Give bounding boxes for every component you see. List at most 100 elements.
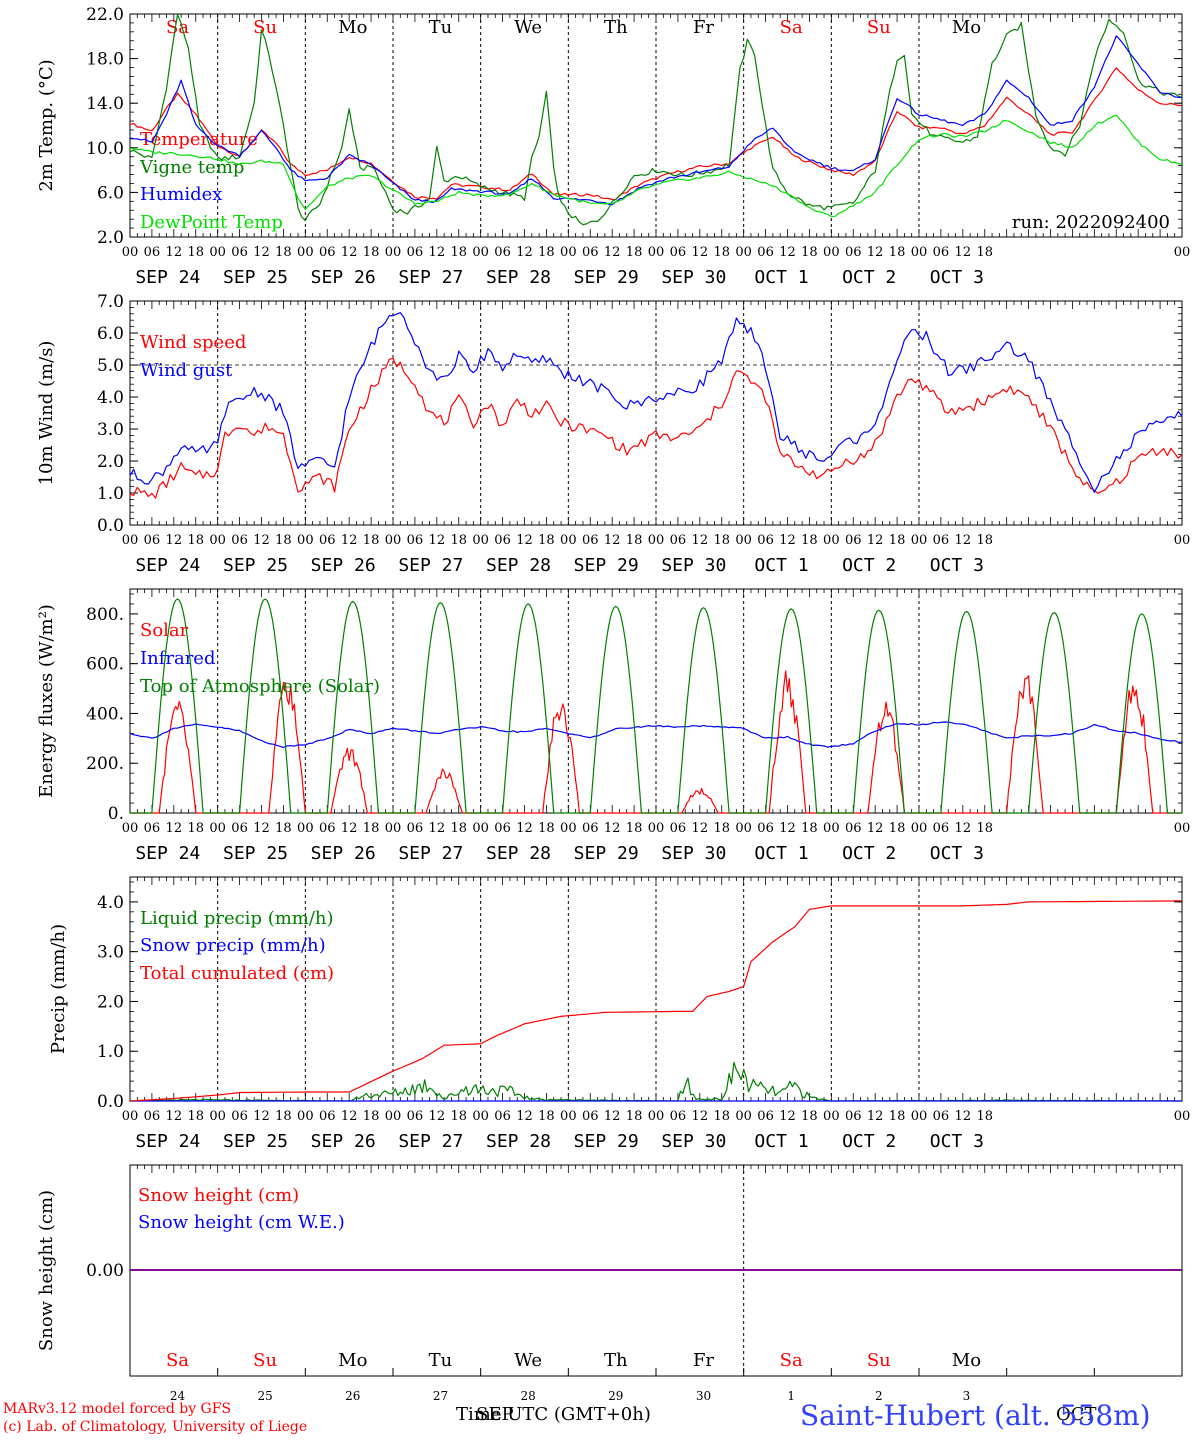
y-tick-label: 2.0 [97,228,124,248]
hour-tick-label: 18 [538,245,555,260]
hour-tick-label: 00 [385,533,402,548]
hour-tick-label: 12 [429,1109,446,1124]
hour-tick-label: 06 [757,533,774,548]
hour-tick-label: 18 [450,533,467,548]
credit-line-1: MARv3.12 model forced by GFS [3,1401,232,1417]
series-line [129,900,1182,1102]
hour-tick-label: 00 [823,1109,840,1124]
panel-1: 2.0 6.0 10.0 14.0 18.0 22.0 2m Temp. (°C) Sa Su M… [36,5,1190,288]
hour-tick-label: 18 [363,533,380,548]
weekday-label: Th [604,17,628,38]
hour-tick-label: 06 [231,1109,248,1124]
hour-tick-label: 06 [582,245,599,260]
hour-tick-label: 12 [253,1109,270,1124]
y-tick-label: 600. [86,655,124,675]
date-label: SEP 24 [135,1131,200,1152]
hour-tick-label: 06 [582,821,599,836]
hour-tick-label: 12 [692,821,709,836]
hour-tick-label: 00 [472,245,489,260]
hour-tick-label: 06 [933,1109,950,1124]
hour-tick-label: 06 [582,1109,599,1124]
hour-tick-label: 06 [845,533,862,548]
hour-tick-label: 00 [472,1109,489,1124]
hour-tick-label: 06 [407,1109,424,1124]
hour-tick-label: 18 [889,1109,906,1124]
date-label: SEP 25 [223,843,288,864]
series-line [129,14,1183,226]
date-label: OCT 1 [754,267,808,288]
hour-tick-label: 12 [955,821,972,836]
legend-entry: DewPoint Temp [140,212,283,233]
weekday-label: Sa [780,17,803,38]
hour-tick-label: 12 [692,1109,709,1124]
panel-2: 0.0 1.0 2.0 3.0 4.0 5.0 6.0 7.0 10m Wind (m/s) 00… [36,292,1190,576]
hour-tick-label: 00 [911,821,928,836]
legend-entry: Temperature [140,129,258,150]
day-number-label: 28 [521,1389,536,1403]
date-label: SEP 30 [661,267,726,288]
series-line [129,312,1183,493]
hour-tick-label: 00 [122,1109,139,1124]
hour-tick-label: 18 [450,245,467,260]
hour-tick-label: 18 [275,533,292,548]
hour-tick-label: 18 [538,533,555,548]
y-tick-label: 6.0 [97,183,124,203]
hour-tick-label: 18 [976,821,993,836]
hour-tick-label: 06 [494,821,511,836]
hour-tick-label: 12 [955,245,972,260]
hour-tick-label: 00 [385,1109,402,1124]
date-label: OCT 2 [842,555,896,576]
hour-tick-label: 06 [231,245,248,260]
hour-tick-label: 00 [1174,533,1191,548]
hour-tick-label: 00 [911,245,928,260]
legend-entry: Vigne temp [139,157,244,178]
hour-tick-label: 00 [735,533,752,548]
weekday-label: Su [867,17,891,38]
hour-tick-label: 12 [166,1109,183,1124]
date-label: OCT 2 [842,267,896,288]
date-label: SEP 26 [311,843,376,864]
hour-tick-label: 18 [187,533,204,548]
date-label: OCT 1 [754,843,808,864]
hour-tick-label: 12 [604,533,621,548]
hour-tick-label: 12 [604,245,621,260]
y-tick-label: 2.0 [97,452,124,472]
date-label: SEP 30 [661,843,726,864]
hour-tick-label: 00 [209,1109,226,1124]
hour-tick-label: 00 [472,533,489,548]
weekday-label: Fr [693,1350,714,1371]
hour-tick-label: 00 [560,821,577,836]
hour-tick-label: 12 [516,533,533,548]
y-tick-label: 10.0 [86,139,124,159]
hour-tick-label: 00 [297,1109,314,1124]
date-label: SEP 27 [398,555,463,576]
hour-tick-label: 00 [122,821,139,836]
hour-tick-label: 00 [823,245,840,260]
date-label: SEP 24 [135,843,200,864]
hour-tick-label: 12 [166,533,183,548]
hour-tick-label: 12 [166,821,183,836]
legend-entry: Top of Atmosphere (Solar) [140,676,380,697]
hour-tick-label: 06 [757,245,774,260]
legend-entry: Total cumulated (cm) [140,963,334,984]
hour-tick-label: 06 [494,1109,511,1124]
hour-tick-label: 18 [187,1109,204,1124]
hour-tick-label: 00 [823,533,840,548]
date-label: SEP 24 [135,555,200,576]
hour-tick-label: 06 [670,533,687,548]
weekday-label: Mo [952,17,981,38]
hour-tick-label: 00 [648,533,665,548]
hour-tick-label: 12 [253,821,270,836]
hour-tick-label: 06 [845,821,862,836]
hour-tick-label: 18 [713,821,730,836]
series-line [129,357,1183,499]
hour-tick-label: 12 [604,1109,621,1124]
hour-tick-label: 06 [144,821,161,836]
hour-tick-label: 18 [976,533,993,548]
legend-entry: Liquid precip (mm/h) [140,908,334,929]
day-number-label: 25 [258,1389,273,1403]
hour-tick-label: 06 [670,821,687,836]
date-label: SEP 30 [661,555,726,576]
hour-tick-label: 18 [450,821,467,836]
